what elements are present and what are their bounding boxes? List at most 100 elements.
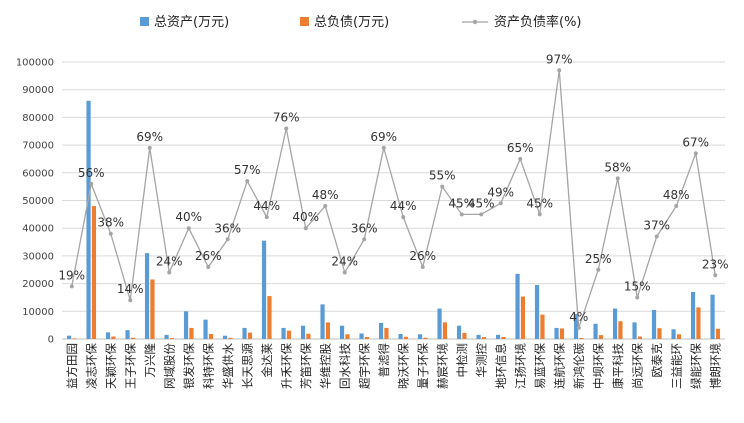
asset-bar	[66, 335, 72, 339]
ratio-point	[284, 126, 289, 131]
ratio-point	[713, 273, 718, 278]
ratio-point	[498, 201, 503, 206]
asset-bar	[281, 327, 286, 339]
x-tick-label: 赫宸环境	[435, 343, 449, 389]
ratio-data-label: 4%	[569, 310, 588, 324]
liability-bar	[598, 335, 604, 339]
asset-bar	[456, 325, 462, 339]
liability-bar	[306, 333, 311, 339]
ratio-data-label: 67%	[682, 135, 709, 149]
asset-bar	[183, 311, 189, 339]
liability-bar	[462, 332, 467, 339]
asset-bar	[534, 284, 540, 339]
liability-bar	[676, 334, 682, 339]
liability-bar	[364, 337, 370, 339]
liability-bar	[91, 206, 97, 339]
ratio-point	[615, 176, 620, 181]
ratio-point	[186, 226, 191, 231]
asset-bar	[222, 335, 228, 339]
ratio-data-label: 36%	[214, 221, 241, 235]
legend-assets-label: 总资产(万元)	[154, 15, 229, 30]
ratio-point	[537, 212, 542, 217]
asset-bar	[378, 322, 384, 339]
y-tick-label: 30000	[22, 251, 54, 262]
liability-bar	[325, 322, 331, 339]
ratio-data-label: 56%	[78, 166, 105, 180]
ratio-point	[596, 267, 601, 272]
asset-bar	[554, 327, 559, 339]
ratio-data-label: 25%	[585, 252, 612, 266]
ratio-data-label: 23%	[702, 257, 729, 271]
ratio-data-label: 65%	[507, 141, 534, 155]
ratio-point	[225, 237, 230, 242]
liability-bar	[150, 279, 155, 339]
y-tick-label: 90000	[22, 85, 54, 96]
ratio-data-label: 69%	[136, 130, 163, 144]
ratio-point	[264, 215, 269, 220]
ratio-data-label: 69%	[370, 130, 397, 144]
ratio-data-label: 44%	[390, 199, 417, 213]
ratio-point	[381, 145, 386, 150]
ratio-data-label: 49%	[487, 185, 514, 199]
asset-bar	[320, 304, 325, 339]
ratio-point	[654, 234, 659, 239]
x-tick-label: 芳笛环保	[299, 343, 313, 389]
y-tick-label: 60000	[22, 168, 54, 179]
liability-bar	[501, 336, 506, 339]
liability-bar	[715, 328, 721, 339]
asset-bar	[476, 334, 481, 339]
liability-bar	[189, 327, 194, 339]
x-axis: 益方田园 凌志环保 天颖环保 王子环保 万兴隆 网域股份 银发环保 科特环保 华盛供水 长天思源金…	[65, 343, 723, 389]
asset-bar	[515, 273, 520, 339]
y-tick-label: 20000	[22, 279, 54, 290]
ratio-data-label: 48%	[312, 188, 339, 202]
x-tick-label: 华维控股	[318, 343, 332, 389]
ratio-point	[69, 284, 74, 289]
asset-bar	[125, 330, 130, 339]
y-tick-label: 70000	[22, 141, 54, 152]
liability-bar	[228, 337, 233, 339]
ratio-point	[693, 151, 698, 156]
ratio-series-line	[71, 70, 716, 329]
x-tick-label: 万兴隆	[143, 343, 157, 378]
ratio-point	[576, 325, 581, 330]
asset-bar	[242, 327, 247, 339]
asset-bar	[105, 332, 111, 339]
ratio-data-label: 97%	[546, 52, 573, 66]
asset-bar	[573, 314, 579, 339]
y-axis: 0 10000 20000 30000 40000 50000 60000 70000 8000…	[16, 58, 54, 346]
x-tick-label: 益方田园	[65, 343, 79, 389]
ratio-data-label: 44%	[253, 199, 280, 213]
x-tick-label: 易蓝环保	[533, 343, 547, 389]
ratio-data-label: 37%	[643, 219, 670, 233]
ratio-data-label: 38%	[97, 216, 124, 230]
liability-bar	[423, 337, 428, 339]
liability-bar	[384, 327, 389, 339]
liability-bar	[130, 337, 136, 339]
ratio-data-label: 40%	[175, 210, 202, 224]
liability-bar	[169, 338, 175, 339]
asset-bar	[144, 253, 150, 339]
ratio-point	[128, 298, 133, 303]
ratio-point	[401, 215, 406, 220]
liability-bar	[696, 307, 701, 339]
ratio-point	[635, 295, 640, 300]
ratio-data-label: 14%	[117, 282, 144, 296]
ratio-data-label: 26%	[195, 249, 222, 263]
ratio-data-label: 55%	[429, 169, 456, 183]
ratio-point	[440, 184, 445, 189]
asset-bar	[300, 325, 306, 339]
asset-bar	[203, 319, 208, 339]
liability-bar	[208, 334, 214, 339]
asset-bar	[437, 308, 442, 339]
ratio-point	[362, 237, 367, 242]
y-tick-label: 100000	[16, 58, 54, 69]
asset-bar	[164, 334, 169, 339]
ratio-point	[147, 145, 152, 150]
x-tick-label: 王子环保	[123, 343, 137, 389]
y-tick-label: 10000	[22, 307, 54, 318]
y-tick-label: 80000	[22, 113, 54, 124]
asset-bar	[398, 334, 403, 339]
liability-bar	[286, 330, 292, 339]
ratio-point	[89, 181, 94, 186]
